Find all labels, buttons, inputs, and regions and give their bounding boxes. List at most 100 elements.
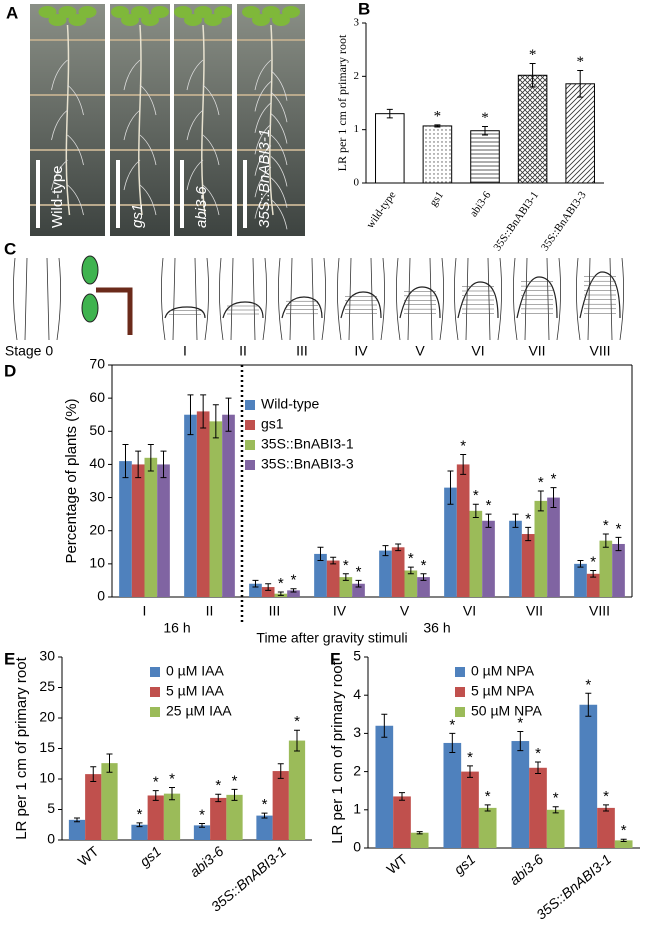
cell-wall bbox=[278, 257, 326, 341]
root bbox=[201, 24, 206, 216]
x-tick-label: II bbox=[206, 603, 214, 619]
x-tick-label: 35S::BnABI3-3 bbox=[539, 189, 589, 253]
error-bar bbox=[620, 838, 627, 843]
seedling-root bbox=[96, 287, 133, 335]
significance: * bbox=[449, 716, 455, 733]
significance: * bbox=[169, 771, 175, 788]
bar bbox=[193, 825, 211, 840]
bar bbox=[586, 573, 600, 597]
stage-label: VI bbox=[471, 343, 484, 359]
bar bbox=[131, 464, 145, 597]
root bbox=[138, 24, 143, 216]
significance: * bbox=[525, 510, 531, 527]
bar bbox=[101, 763, 118, 840]
bar bbox=[256, 815, 273, 840]
significance: * bbox=[421, 557, 427, 574]
error-bar bbox=[90, 766, 97, 782]
leaf bbox=[38, 6, 57, 18]
group-label: 36 h bbox=[423, 620, 450, 636]
bar bbox=[393, 796, 411, 848]
bar bbox=[509, 520, 522, 597]
x-tick-label: III bbox=[269, 603, 281, 619]
legend-swatch bbox=[455, 687, 465, 697]
error-bar bbox=[525, 526, 532, 542]
legend-swatch bbox=[245, 420, 255, 430]
error-bar bbox=[603, 804, 609, 812]
bar bbox=[422, 125, 453, 184]
error-bar bbox=[449, 732, 456, 753]
y-tick-label: 25 bbox=[39, 678, 55, 694]
legend-swatch bbox=[245, 440, 255, 450]
error-bar bbox=[447, 470, 454, 505]
stage-label: Stage 0 bbox=[5, 343, 53, 359]
y-tick-label: 60 bbox=[89, 389, 105, 405]
error-bar bbox=[212, 404, 219, 439]
error-bar bbox=[199, 823, 205, 828]
y-tick-label: 30 bbox=[39, 648, 55, 664]
bar bbox=[410, 832, 429, 848]
bar bbox=[226, 794, 243, 840]
error-bar bbox=[290, 588, 297, 593]
y-tick-label: 4 bbox=[353, 686, 361, 702]
error-bar bbox=[550, 487, 557, 509]
bar bbox=[249, 583, 262, 597]
error-bar bbox=[577, 69, 584, 98]
group-label: 16 h bbox=[163, 620, 190, 636]
legend-label: 50 µM NPA bbox=[471, 703, 542, 719]
lateral-root bbox=[139, 184, 157, 216]
bar bbox=[482, 520, 495, 597]
x-tick-label: abi3-6 bbox=[186, 843, 226, 880]
lateral-root bbox=[186, 59, 204, 91]
error-bar bbox=[74, 817, 80, 823]
error-bar bbox=[585, 692, 592, 717]
y-axis-title: LR per 1 cm of primary root bbox=[335, 34, 349, 171]
bar bbox=[184, 414, 197, 597]
significance: * bbox=[262, 796, 268, 813]
error-bar bbox=[382, 545, 389, 557]
legend-label: 35S::BnABI3-3 bbox=[261, 456, 354, 472]
lateral-root bbox=[123, 59, 141, 91]
bar bbox=[68, 819, 86, 840]
error-bar bbox=[590, 569, 597, 578]
significance: * bbox=[576, 54, 584, 70]
lateral-root bbox=[67, 84, 84, 116]
significance: * bbox=[486, 497, 492, 514]
error-bar bbox=[552, 806, 559, 814]
error-bar bbox=[395, 543, 402, 552]
y-tick-label: 1 bbox=[353, 801, 361, 817]
significance: * bbox=[153, 774, 159, 791]
chart: 0 1 2 3 LR per 1 cm of primary root wild-type… bbox=[335, 17, 604, 253]
x-tick-label: gs1 bbox=[136, 843, 164, 870]
bar bbox=[391, 547, 405, 597]
lateral-root bbox=[67, 184, 84, 216]
bar bbox=[517, 74, 548, 184]
legend-label: 5 µM IAA bbox=[166, 683, 225, 699]
bar bbox=[470, 130, 500, 184]
error-bar bbox=[472, 503, 479, 518]
error-bar bbox=[420, 573, 427, 581]
error-bar bbox=[135, 450, 142, 479]
error-bar bbox=[484, 804, 491, 812]
bar bbox=[131, 824, 148, 840]
error-bar bbox=[399, 792, 405, 801]
x-tick-label: WT bbox=[383, 851, 410, 878]
cotyledon bbox=[81, 293, 99, 323]
y-tick-label: 5 bbox=[353, 648, 361, 664]
y-tick-label: 0 bbox=[353, 839, 361, 855]
error-bar bbox=[231, 788, 238, 801]
error-bar bbox=[294, 729, 300, 752]
cell-wall bbox=[513, 257, 561, 341]
significance: * bbox=[585, 676, 591, 693]
bar bbox=[144, 457, 158, 597]
significance: * bbox=[473, 487, 479, 504]
lateral-root bbox=[254, 166, 272, 198]
significance: * bbox=[535, 745, 541, 762]
y-tick-label: 20 bbox=[89, 521, 105, 537]
leaf bbox=[131, 6, 149, 18]
error-bar bbox=[122, 444, 129, 479]
lateral-root bbox=[186, 109, 204, 141]
error-bar bbox=[330, 556, 337, 565]
cotyledon bbox=[81, 255, 99, 285]
significance: * bbox=[460, 437, 466, 454]
bar bbox=[599, 540, 613, 597]
